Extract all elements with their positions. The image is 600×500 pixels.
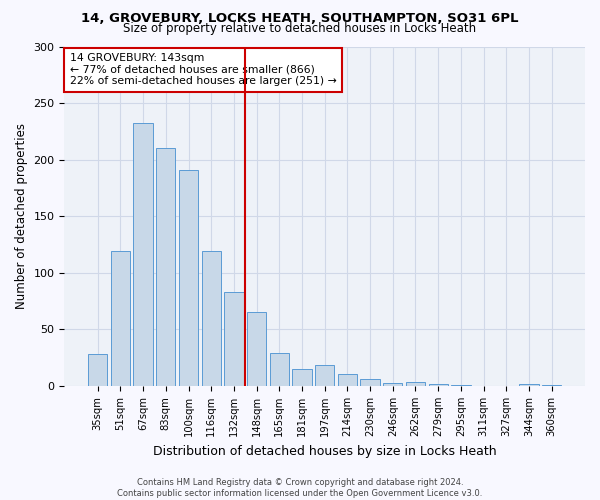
Bar <box>361 380 380 386</box>
Bar <box>156 148 175 386</box>
Bar <box>383 382 403 386</box>
Bar <box>202 252 221 386</box>
Bar <box>315 364 334 386</box>
Bar <box>520 384 539 386</box>
Y-axis label: Number of detached properties: Number of detached properties <box>15 124 28 310</box>
Bar <box>269 353 289 386</box>
Bar <box>133 124 153 386</box>
Text: 14 GROVEBURY: 143sqm
← 77% of detached houses are smaller (866)
22% of semi-deta: 14 GROVEBURY: 143sqm ← 77% of detached h… <box>70 54 337 86</box>
Bar <box>451 385 470 386</box>
Bar <box>111 252 130 386</box>
Bar <box>338 374 357 386</box>
Bar <box>247 312 266 386</box>
Bar <box>88 354 107 386</box>
Bar <box>428 384 448 386</box>
Bar <box>224 292 244 386</box>
Bar <box>179 170 198 386</box>
Text: Size of property relative to detached houses in Locks Heath: Size of property relative to detached ho… <box>124 22 476 35</box>
Bar <box>292 369 311 386</box>
Text: Contains HM Land Registry data © Crown copyright and database right 2024.
Contai: Contains HM Land Registry data © Crown c… <box>118 478 482 498</box>
Text: 14, GROVEBURY, LOCKS HEATH, SOUTHAMPTON, SO31 6PL: 14, GROVEBURY, LOCKS HEATH, SOUTHAMPTON,… <box>81 12 519 24</box>
Bar <box>542 385 562 386</box>
Bar <box>406 382 425 386</box>
X-axis label: Distribution of detached houses by size in Locks Heath: Distribution of detached houses by size … <box>153 444 497 458</box>
